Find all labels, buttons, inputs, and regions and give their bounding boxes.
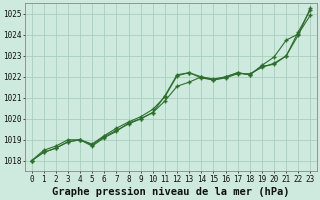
X-axis label: Graphe pression niveau de la mer (hPa): Graphe pression niveau de la mer (hPa) [52, 186, 290, 197]
